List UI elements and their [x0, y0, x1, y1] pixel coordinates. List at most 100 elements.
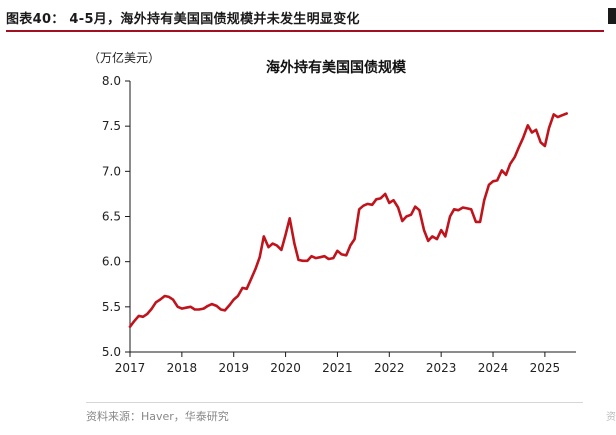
data-point — [332, 257, 334, 259]
data-point — [172, 299, 174, 301]
data-point — [410, 214, 412, 216]
data-point — [548, 127, 550, 129]
data-point — [453, 208, 455, 210]
data-point — [492, 180, 494, 182]
data-point — [255, 268, 256, 270]
data-point — [198, 309, 200, 310]
data-point — [259, 256, 261, 258]
data-point — [229, 304, 231, 306]
data-point — [440, 229, 442, 231]
data-point — [405, 216, 407, 217]
data-point — [298, 259, 299, 261]
data-point — [462, 207, 464, 208]
data-point — [457, 209, 459, 211]
data-point — [401, 220, 403, 222]
figure-header: 图表40： 4-5月，海外持有美国国债规模并未发生明显变化 — [6, 6, 604, 32]
data-point — [168, 296, 170, 298]
data-point — [263, 235, 265, 237]
data-point — [527, 124, 529, 126]
data-point — [319, 256, 321, 258]
data-point — [561, 114, 563, 116]
data-point — [431, 235, 433, 237]
y-tick-label: 5.5 — [102, 300, 121, 314]
x-ticks: 2017 2018 2019 2020 2021 2022 2023 2024 2025 — [115, 352, 560, 375]
data-point — [427, 240, 429, 242]
line-chart: （万亿美元） 海外持有美国国债规模 5.05.56.06.57.07.58.0 … — [88, 50, 576, 375]
series-line — [128, 112, 569, 329]
data-point — [397, 207, 399, 208]
data-point — [345, 254, 347, 256]
data-point — [362, 205, 364, 207]
source-note: 资料来源：Haver，华泰研究 — [86, 410, 229, 423]
data-point — [470, 208, 472, 210]
data-point — [557, 116, 559, 118]
data-point — [224, 309, 226, 311]
data-point — [475, 221, 477, 223]
data-point — [449, 216, 451, 217]
data-point — [211, 303, 213, 305]
data-point — [207, 305, 209, 307]
corner-foot: 资 — [606, 412, 616, 423]
data-point — [185, 307, 187, 309]
data-point — [423, 229, 425, 231]
data-point — [164, 295, 166, 297]
data-point — [336, 250, 338, 252]
data-point — [146, 313, 148, 315]
data-point — [233, 299, 235, 301]
data-point — [488, 184, 490, 186]
data-point — [315, 257, 317, 259]
data-point — [129, 326, 131, 328]
x-tick-label: 2022 — [374, 361, 405, 375]
data-point — [418, 209, 420, 211]
data-point — [280, 249, 282, 251]
data-point — [349, 244, 351, 246]
data-point — [341, 253, 343, 255]
data-point — [358, 208, 360, 210]
data-point — [177, 306, 179, 308]
data-point — [302, 260, 304, 262]
data-point — [371, 204, 373, 206]
data-point — [518, 146, 520, 148]
data-point — [133, 320, 135, 322]
data-point — [155, 301, 157, 303]
data-point — [272, 243, 274, 245]
data-point — [276, 244, 278, 246]
data-point — [142, 316, 144, 318]
header-rule — [6, 30, 604, 32]
data-point — [483, 199, 485, 201]
data-point — [388, 202, 390, 204]
corner-mark — [608, 8, 616, 24]
data-point — [190, 306, 192, 308]
data-point — [216, 305, 218, 307]
x-tick-label: 2025 — [530, 361, 561, 375]
data-point — [509, 163, 511, 165]
data-point — [514, 156, 516, 158]
data-point — [436, 238, 438, 240]
data-point — [242, 287, 243, 289]
data-point — [203, 308, 205, 310]
data-point — [328, 258, 330, 260]
y-tick-label: 6.5 — [102, 210, 121, 224]
data-point — [566, 113, 568, 114]
data-point — [311, 255, 312, 257]
data-point — [544, 145, 546, 147]
data-point — [138, 315, 140, 317]
data-point — [496, 179, 498, 181]
data-point — [414, 206, 416, 208]
data-point — [384, 193, 386, 195]
data-point — [306, 260, 308, 262]
y-ticks: 5.0 5.5 6.0 6.5 7.0 7.5 8.0 — [102, 74, 130, 359]
x-tick-label: 2017 — [115, 361, 146, 375]
figure-title: 图表40： 4-5月，海外持有美国国债规模并未发生明显变化 — [6, 12, 360, 27]
x-tick-label: 2018 — [167, 361, 198, 375]
y-tick-label: 7.5 — [102, 119, 121, 133]
source-rule — [86, 402, 583, 403]
y-tick-label: 8.0 — [102, 74, 121, 88]
data-point — [505, 174, 507, 176]
series-layer — [128, 112, 569, 329]
data-point — [540, 141, 542, 143]
data-point — [553, 113, 555, 115]
y-tick-label: 5.0 — [102, 345, 121, 359]
data-point — [375, 198, 377, 200]
data-point — [293, 243, 295, 245]
